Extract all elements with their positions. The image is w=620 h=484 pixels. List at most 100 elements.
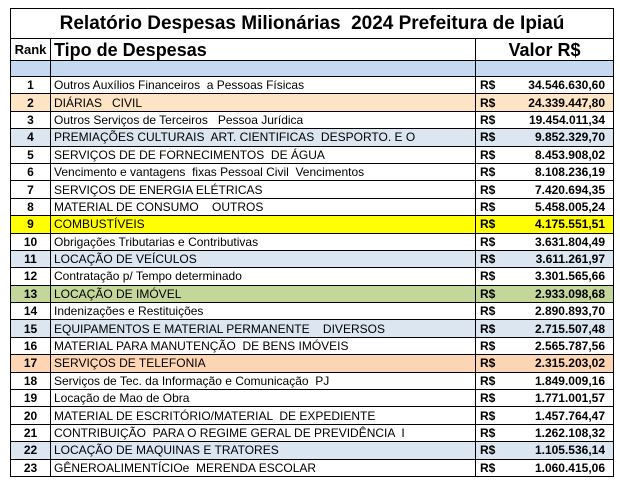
currency: R$ (475, 145, 506, 164)
currency: R$ (475, 215, 506, 234)
expense-type: Vencimento e vantagens fixas Pessoal Civ… (50, 162, 476, 182)
currency: R$ (475, 284, 506, 304)
title-row: Relatório Despesas Milionárias 2024 Pref… (9, 8, 615, 39)
rank: 13 (10, 284, 51, 304)
rank: 10 (10, 232, 51, 251)
table-row: 22 LOCAÇÃO DE MAQUINAS E TRATORES R$ 1.105.… (10, 441, 615, 460)
rank: 9 (10, 215, 51, 234)
table-row: 9 COMBUSTÍVEIS R$ 4.175.551,51 (10, 215, 615, 234)
tipo-header: Tipo de Despesas (50, 38, 476, 61)
table-row: 15 EQUIPAMENTOS E MATERIAL PERMANENTE DIV… (10, 319, 615, 338)
rank: 20 (10, 406, 51, 425)
expense-type: Serviços de Tec. da Informação e Comunic… (50, 371, 476, 391)
expense-type: DIÁRIAS CIVIL (50, 93, 476, 112)
value: 9.852.329,70 (505, 128, 615, 147)
value: 2.715.507,48 (505, 319, 615, 338)
rank: 8 (10, 197, 51, 217)
expense-type: LOCAÇÃO DE MAQUINAS E TRATORES (50, 441, 476, 460)
value: 3.611.261,97 (505, 249, 615, 269)
expense-type: MATERIAL PARA MANUTENÇÃO DE BENS IMÓVEIS (50, 336, 476, 356)
currency: R$ (475, 458, 506, 477)
expense-type: GÊNEROALIMENTÍCIOe MERENDA ESCOLAR (50, 458, 476, 477)
value: 2.933.098,68 (505, 284, 615, 304)
currency: R$ (475, 302, 506, 321)
expense-type: SERVIÇOS DE DE FORNECIMENTOS DE ÁGUA (50, 145, 476, 164)
currency: R$ (475, 162, 506, 182)
expense-type: Contratação p/ Tempo determinado (50, 267, 476, 286)
table-row: 19 Locação de Mao de Obra R$ 1.771.001,57 (10, 389, 615, 408)
value: 19.454.011,34 (505, 110, 615, 130)
value: 7.420.694,35 (505, 180, 615, 199)
table-row: 1 Outros Auxílios Financeiros a Pessoas F… (10, 75, 615, 95)
value: 2.890.893,70 (505, 302, 615, 321)
expense-type: CONTRIBUIÇÃO PARA O REGIME GERAL DE PREV… (50, 423, 476, 443)
currency: R$ (475, 75, 506, 95)
currency: R$ (475, 249, 506, 269)
expense-type: LOCAÇÃO DE VEÍCULOS (50, 249, 476, 269)
value: 1.457.764,47 (505, 406, 615, 425)
currency: R$ (475, 336, 506, 356)
table-row: 14 Indenizações e Restituições R$ 2.890.893… (10, 302, 615, 321)
currency: R$ (475, 93, 506, 112)
rank: 3 (10, 110, 51, 130)
table-row: 12 Contratação p/ Tempo determinado R$ 3.30… (10, 267, 615, 286)
rank: 16 (10, 336, 51, 356)
rank: 7 (10, 180, 51, 199)
table-row: 18 Serviços de Tec. da Informação e Comun… (10, 371, 615, 391)
valor-header: Valor R$ (474, 38, 615, 61)
table-row: 17 SERVIÇOS DE TELEFONIA R$ 2.315.203,02 (10, 354, 615, 373)
value: 1.262.108,32 (505, 423, 615, 443)
rank: 12 (10, 267, 51, 286)
currency: R$ (475, 371, 506, 391)
rank: 11 (10, 249, 51, 269)
table-row: 6 Vencimento e vantagens fixas Pessoal Ci… (10, 162, 615, 182)
table-row: 21 CONTRIBUIÇÃO PARA O REGIME GERAL DE PR… (10, 423, 615, 443)
value: 1.060.415,06 (505, 458, 615, 477)
table-row: 5 SERVIÇOS DE DE FORNECIMENTOS DE ÁGUA R$ 8… (10, 145, 615, 164)
expense-type: Obrigações Tributarias e Contributivas (50, 232, 476, 251)
rank: 2 (10, 93, 51, 112)
currency: R$ (475, 267, 506, 286)
currency: R$ (475, 354, 506, 373)
currency: R$ (475, 180, 506, 199)
value: 5.458.005,24 (505, 197, 615, 217)
table-row: 7 SERVIÇOS DE ENERGIA ELÉTRICAS R$ 7.420.69… (10, 180, 615, 199)
value: 2.565.787,56 (505, 336, 615, 356)
currency: R$ (475, 319, 506, 338)
table-row: 2 DIÁRIAS CIVIL R$ 24.339.447,80 (10, 93, 615, 112)
currency: R$ (475, 128, 506, 147)
expense-type: SERVIÇOS DE TELEFONIA (50, 354, 476, 373)
table-row: 11 LOCAÇÃO DE VEÍCULOS R$ 3.611.261,97 (10, 249, 615, 269)
expense-type: COMBUSTÍVEIS (50, 215, 476, 234)
rank: 5 (10, 145, 51, 164)
rank: 6 (10, 162, 51, 182)
value: 34.546.630,60 (505, 75, 615, 95)
value: 8.108.236,19 (505, 162, 615, 182)
currency: R$ (475, 389, 506, 408)
currency: R$ (475, 197, 506, 217)
rank: 4 (10, 128, 51, 147)
expense-type: Indenizações e Restituições (50, 302, 476, 321)
table-row: 13 LOCAÇÃO DE IMÓVEL R$ 2.933.098,68 (10, 284, 615, 304)
header-row: Rank Tipo de Despesas Valor R$ (10, 38, 615, 61)
rank-header: Rank (10, 38, 51, 61)
rank: 19 (10, 389, 51, 408)
value: 24.339.447,80 (505, 93, 615, 112)
currency: R$ (475, 423, 506, 443)
expense-type: SERVIÇOS DE ENERGIA ELÉTRICAS (50, 180, 476, 199)
expense-type: Outros Serviços de Terceiros Pessoa Jurí… (50, 110, 476, 130)
expense-type: EQUIPAMENTOS E MATERIAL PERMANENTE DIVER… (50, 319, 476, 338)
expense-table: Relatório Despesas Milionárias 2024 Pref… (9, 8, 615, 477)
table-row: 3 Outros Serviços de Terceiros Pessoa Jur… (10, 110, 615, 130)
table-row: 10 Obrigações Tributarias e Contributivas… (10, 232, 615, 251)
title: Relatório Despesas Milionárias 2024 Pref… (9, 8, 615, 39)
expense-type: LOCAÇÃO DE IMÓVEL (50, 284, 476, 304)
value: 1.771.001,57 (505, 389, 615, 408)
rank: 22 (10, 441, 51, 460)
currency: R$ (475, 110, 506, 130)
currency: R$ (475, 232, 506, 251)
value: 1.849.009,16 (505, 371, 615, 391)
table-row: 4 PREMIAÇÕES CULTURAIS ART. CIENTIFICAS D… (10, 128, 615, 147)
expense-type: Locação de Mao de Obra (50, 389, 476, 408)
